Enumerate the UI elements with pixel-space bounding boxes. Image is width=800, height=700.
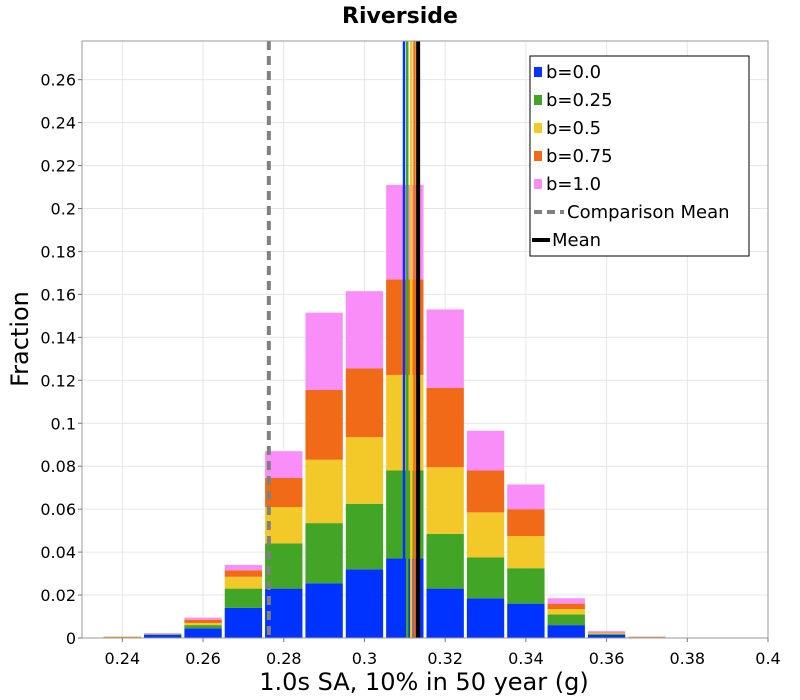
bar-segment [345, 503, 384, 570]
bar-segment [224, 588, 263, 608]
plot-area-border [81, 40, 769, 639]
y-tick-label: 0.16 [40, 285, 76, 304]
x-tick-label: 0.38 [669, 649, 705, 668]
reference-lines [266, 41, 421, 638]
y-tick-label: 0.02 [40, 586, 76, 605]
y-tick-label: 0.24 [40, 114, 76, 133]
bar-segment [305, 459, 343, 524]
bar-segment [265, 451, 303, 479]
bar-segment [265, 588, 303, 638]
bar-segment [547, 603, 585, 610]
bar-segment [224, 607, 263, 638]
y-tick-label: 0.04 [40, 543, 76, 562]
y-tick-label: 0.14 [40, 328, 76, 347]
bar-segment [345, 437, 384, 504]
legend-label: b=0.0 [546, 62, 601, 83]
y-tick-label: 0 [66, 629, 76, 648]
bar-segment [184, 625, 222, 629]
bar-segment [224, 576, 263, 589]
bar-segment [466, 512, 505, 558]
bar-segment [466, 557, 505, 599]
bar-segment [144, 634, 182, 638]
bar-segment [305, 312, 343, 390]
bar-segment [265, 507, 303, 544]
bar-segment [507, 603, 545, 638]
bar-segment [345, 291, 384, 369]
bar-segment [587, 633, 626, 635]
bar-segment [305, 523, 343, 584]
bar-segment [426, 309, 464, 388]
legend-swatch [534, 151, 542, 161]
bar-segment [345, 569, 384, 638]
bar-segment [547, 614, 585, 626]
bar-segment [507, 535, 545, 569]
legend: b=0.0 b=0.25 b=0.5 b=0.75 b=1.0 Comparison Me… [529, 55, 750, 257]
y-tick-label: 0.22 [40, 157, 76, 176]
y-tick-label: 0.12 [40, 371, 76, 390]
legend-swatch [534, 95, 542, 105]
bar-segment [224, 570, 263, 577]
legend-label: b=1.0 [546, 174, 601, 195]
x-tick-label: 0.24 [105, 649, 141, 668]
legend-label: Mean [552, 230, 601, 251]
legend-label: b=0.25 [546, 90, 613, 111]
y-axis-label: Fraction [6, 291, 34, 387]
y-tick-label: 0.1 [51, 414, 76, 433]
bar-segment [426, 588, 464, 638]
y-tick-label: 0.06 [40, 500, 76, 519]
bar-segment [305, 583, 343, 638]
legend-swatch [534, 179, 542, 189]
legend-swatch [534, 123, 542, 133]
bar-segment [426, 467, 464, 534]
bar-segment [466, 430, 505, 471]
bar-segment [507, 509, 545, 536]
bar-segment [587, 632, 626, 633]
x-tick-label: 0.32 [427, 649, 463, 668]
legend-box [529, 55, 750, 257]
x-tick-label: 0.36 [589, 649, 625, 668]
y-tick-label: 0.2 [51, 200, 76, 219]
bar-segment [184, 619, 222, 623]
bar-segment [144, 634, 182, 635]
legend-swatch [534, 67, 542, 77]
bar-segment [184, 622, 222, 626]
bar-segment [507, 568, 545, 604]
bar-segment [265, 543, 303, 589]
bar-segment [184, 628, 222, 638]
legend-label: Comparison Mean [567, 202, 730, 223]
axis-ticks: 0.24 0.26 0.28 0.3 0.32 0.34 0.36 0.38 0.4 0 0.02 0… [40, 71, 780, 668]
bar-segment [547, 598, 585, 604]
bar-segment [587, 632, 626, 634]
y-tick-label: 0.08 [40, 457, 76, 476]
bar-segment [305, 389, 343, 460]
bar-segment [265, 478, 303, 508]
bar-segment [547, 609, 585, 615]
x-tick-label: 0.26 [185, 649, 221, 668]
legend-label: b=0.5 [546, 118, 601, 139]
y-tick-label: 0.18 [40, 242, 76, 261]
bar-segment [466, 598, 505, 638]
legend-label: b=0.75 [546, 146, 613, 167]
x-tick-label: 0.3 [352, 649, 377, 668]
bar-segment [426, 533, 464, 589]
x-tick-label: 0.4 [755, 649, 780, 668]
x-tick-label: 0.34 [508, 649, 544, 668]
x-tick-label: 0.28 [266, 649, 302, 668]
bar-segment [507, 484, 545, 510]
y-tick-label: 0.26 [40, 71, 76, 90]
x-axis-label: 1.0s SA, 10% in 50 year (g) [259, 668, 588, 696]
bar-segment [587, 634, 626, 638]
bar-segment [587, 631, 626, 633]
chart-title: Riverside [342, 4, 458, 29]
bar-segment [224, 564, 263, 571]
bar-segment [345, 368, 384, 438]
bar-segment [184, 617, 222, 620]
bar-segment [547, 625, 585, 638]
bar-segment [426, 387, 464, 468]
bar-segment [466, 470, 505, 513]
